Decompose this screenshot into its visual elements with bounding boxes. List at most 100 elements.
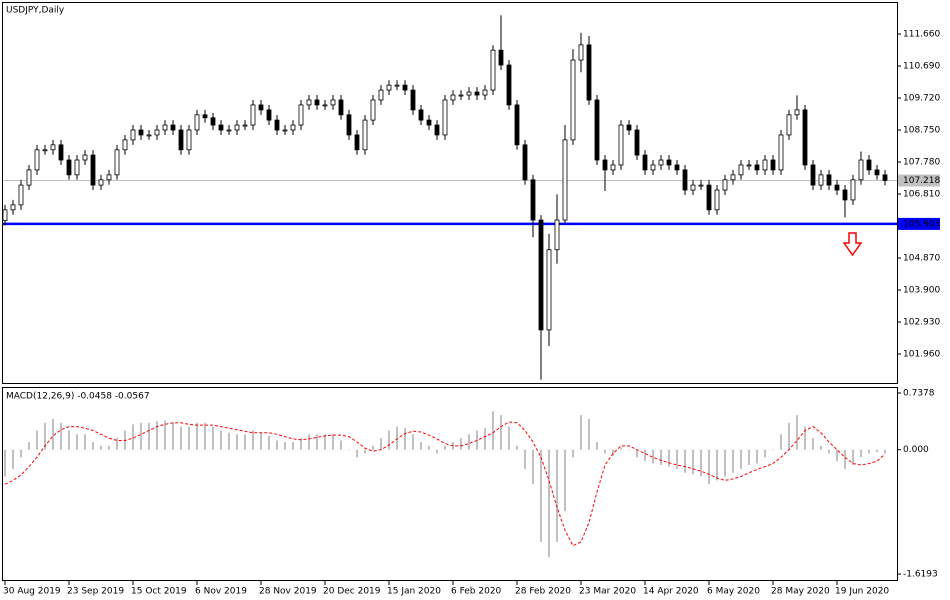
candle-body (754, 164, 760, 171)
candle-body (402, 84, 408, 91)
candle-body (354, 134, 360, 151)
macd-bar (300, 438, 302, 450)
candle-body (266, 109, 272, 121)
y-tick-label: 101.960 (903, 349, 940, 359)
macd-bar (100, 445, 102, 450)
candle-body (202, 114, 208, 119)
candle-body (698, 184, 704, 187)
macd-bar (220, 430, 222, 450)
candle-body (834, 184, 840, 191)
candle-body (554, 219, 560, 251)
candle-body (50, 144, 56, 151)
macd-bar (780, 434, 782, 450)
macd-bar (724, 449, 726, 477)
candle-body (802, 109, 808, 166)
candle-body (850, 179, 856, 201)
candle-body (418, 109, 424, 121)
macd-bar (444, 445, 446, 450)
x-tick-label: 20 Dec 2019 (323, 587, 381, 597)
macd-bar (564, 449, 566, 512)
candle-body (546, 249, 552, 331)
candle-body (618, 124, 624, 166)
y-tick-label: 108.750 (903, 125, 940, 135)
macd-bar (788, 422, 790, 450)
candle-body (762, 159, 768, 171)
candle-body (690, 184, 696, 191)
x-tick-label: 23 Sep 2019 (67, 587, 124, 597)
macd-bar (260, 432, 262, 450)
candle-body (506, 64, 512, 106)
candle-body (642, 154, 648, 171)
macd-bar (748, 449, 750, 466)
x-tick-label: 6 Nov 2019 (195, 587, 247, 597)
candle-body (482, 89, 488, 96)
candle-body (578, 44, 584, 61)
candle-body (290, 124, 296, 131)
candle-body (338, 99, 344, 116)
x-tick-label: 28 May 2020 (771, 587, 830, 597)
macd-bar (500, 415, 502, 450)
macd-bar (548, 449, 550, 558)
candle-body (466, 91, 472, 96)
plot: 111.660 110.690 109.720 108.750 107.780 106.8… (2, 15, 940, 597)
candle-body (346, 114, 352, 136)
y-tick-label: 107.780 (903, 157, 940, 167)
macd-bar (636, 449, 638, 458)
candle-body (722, 179, 728, 191)
macd-bar (268, 435, 270, 450)
macd-bar (380, 438, 382, 450)
macd-bar (428, 445, 430, 450)
candle-body (122, 139, 128, 151)
macd-bar (484, 428, 486, 450)
macd-bar (860, 449, 862, 458)
macd-bar (364, 449, 366, 454)
macd-bar (668, 449, 670, 467)
candle-body (610, 164, 616, 171)
y-tick-label: 103.900 (903, 285, 940, 295)
macd-bar (212, 426, 214, 450)
candle-body (218, 124, 224, 131)
x-tick-label: 6 May 2020 (707, 587, 760, 597)
macd-bar (764, 449, 766, 458)
candle-body (330, 99, 336, 106)
macd-bar (20, 449, 22, 458)
macd-bar (204, 422, 206, 450)
candle-body (794, 109, 800, 116)
macd-bar (172, 422, 174, 450)
candle-body (594, 99, 600, 161)
macd-bar (660, 449, 662, 466)
candle-body (538, 219, 544, 331)
candle-body (274, 119, 280, 131)
y-tick-label: 110.690 (903, 62, 940, 72)
candle-body (778, 134, 784, 171)
macd-bar (540, 449, 542, 542)
down-arrow (842, 232, 863, 257)
macd-bar (372, 445, 374, 450)
macd-bar (588, 418, 590, 450)
macd-bar (772, 449, 774, 451)
candle-body (2, 209, 8, 222)
candle-body (450, 94, 456, 101)
macd-bar (60, 422, 62, 450)
candle-body (154, 129, 160, 136)
candle-body (818, 174, 824, 186)
macd-bar (308, 434, 310, 450)
candle-body (562, 139, 568, 221)
y-tick-label: 0.000 (903, 445, 929, 455)
candle-body (178, 129, 184, 151)
macd-bar (604, 449, 606, 454)
candle-body (842, 189, 848, 201)
candle-body (522, 144, 528, 181)
macd-bar (180, 426, 182, 450)
macd-bar (148, 422, 150, 450)
macd-bar (828, 449, 830, 454)
macd-bar (884, 449, 886, 454)
x-tick-label: 6 Feb 2020 (451, 587, 502, 597)
candle-body (210, 117, 216, 126)
candle-body (386, 84, 392, 91)
macd-bar (164, 420, 166, 450)
macd-bar (356, 449, 358, 458)
macd-bar (388, 430, 390, 450)
